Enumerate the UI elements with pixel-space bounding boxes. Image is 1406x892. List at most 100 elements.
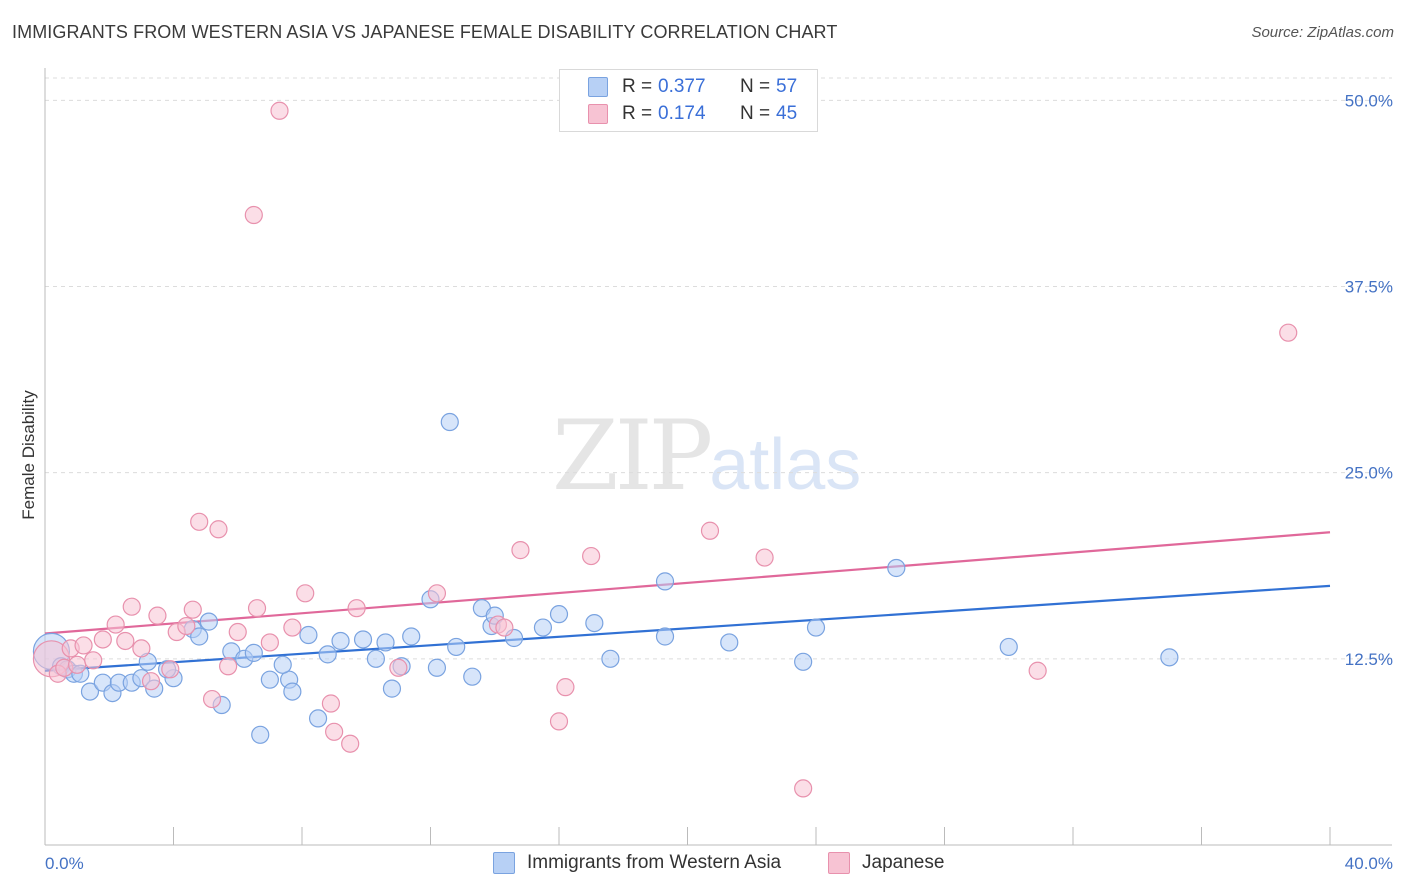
point-japanese [244, 205, 263, 225]
point-japanese [511, 541, 530, 560]
point-western-asia [806, 618, 826, 637]
point-japanese [495, 618, 514, 637]
point-western-asia [260, 670, 279, 689]
y-tick-label: 50.0% [1345, 91, 1393, 110]
point-japanese [209, 520, 228, 539]
point-western-asia [190, 627, 209, 646]
point-japanese [325, 722, 344, 741]
point-japanese [84, 651, 103, 670]
legend-n-value: 57 [776, 76, 798, 97]
bottom-legend-label: Immigrants from Western Asia [527, 852, 782, 873]
legend-r-value: 0.377 [658, 76, 706, 97]
point-japanese [270, 101, 289, 120]
point-western-asia [549, 605, 569, 624]
point-japanese [116, 631, 135, 651]
legend-r-value: 0.174 [658, 103, 706, 124]
x-tick-label: 40.0% [1345, 854, 1393, 873]
y-axis-title: Female Disability [19, 390, 38, 520]
point-western-asia [601, 649, 620, 668]
point-western-asia [376, 633, 395, 652]
point-western-asia [382, 679, 402, 698]
point-western-asia [1160, 648, 1179, 667]
point-western-asia [585, 613, 604, 633]
tick-labels: 12.5% 25.0% 37.5% 50.0% 0.0% 40.0% [45, 91, 1393, 873]
point-japanese [161, 660, 180, 679]
stats-legend: R = 0.377 N = 57 R = 0.174 N = 45 [559, 69, 818, 132]
point-japanese [347, 599, 366, 618]
legend-swatch-blue [588, 77, 608, 97]
legend-r-label: R = [622, 76, 653, 97]
point-western-asia [402, 627, 421, 646]
point-japanese [93, 630, 112, 649]
watermark-atlas: atlas [709, 425, 862, 505]
point-western-asia [80, 682, 100, 701]
trend-line-japanese [44, 531, 1331, 635]
point-western-asia [366, 649, 385, 668]
point-western-asia [273, 655, 292, 674]
point-western-asia [655, 572, 675, 591]
point-japanese [283, 618, 302, 637]
point-japanese [582, 546, 601, 566]
point-japanese [74, 636, 93, 655]
y-tick-label: 12.5% [1345, 650, 1393, 669]
point-japanese [132, 639, 151, 658]
point-western-asia [251, 725, 270, 744]
point-japanese [321, 694, 341, 713]
chart-title: IMMIGRANTS FROM WESTERN ASIA VS JAPANESE… [12, 22, 838, 42]
point-japanese [549, 712, 569, 731]
point-western-asia [720, 633, 739, 652]
point-japanese [1028, 661, 1047, 680]
point-japanese [202, 689, 222, 709]
bottom-legend-western-asia: Immigrants from Western Asia [493, 852, 781, 874]
legend-swatch-pink [588, 104, 608, 124]
point-western-asia [794, 652, 813, 671]
point-japanese [755, 548, 774, 567]
y-tick-label: 25.0% [1345, 464, 1393, 483]
legend-n-value: 45 [776, 103, 798, 124]
point-japanese [247, 599, 267, 618]
point-western-asia [353, 630, 373, 649]
point-japanese [228, 622, 247, 642]
point-japanese [700, 521, 720, 540]
point-japanese [219, 657, 238, 676]
point-japanese [122, 597, 141, 616]
point-japanese [260, 633, 279, 652]
point-western-asia [318, 645, 337, 664]
legend-n-label: N = [740, 76, 771, 97]
point-japanese [190, 512, 209, 531]
point-japanese [106, 615, 125, 634]
point-japanese [183, 600, 202, 619]
x-tick-label: 0.0% [45, 854, 84, 873]
point-western-asia [331, 631, 350, 651]
point-western-asia [655, 627, 675, 646]
point-western-asia [533, 618, 553, 637]
point-japanese [296, 584, 315, 603]
legend-row-japanese: R = 0.174 N = 45 [588, 102, 797, 126]
point-western-asia [463, 667, 482, 686]
source-label: Source: ZipAtlas.com [1251, 24, 1394, 41]
point-western-asia [427, 658, 447, 677]
point-western-asia [283, 682, 302, 701]
point-western-asia [999, 637, 1018, 657]
point-japanese [556, 678, 575, 697]
point-japanese [1279, 323, 1298, 342]
point-japanese [427, 584, 447, 603]
y-tick-label: 37.5% [1345, 278, 1393, 297]
point-japanese [389, 658, 408, 677]
bottom-legend-label: Japanese [862, 852, 945, 873]
point-japanese [68, 655, 87, 674]
point-japanese [177, 616, 196, 636]
watermark-zip: ZIP [552, 400, 713, 512]
legend-n-label: N = [740, 103, 771, 124]
point-western-asia [299, 625, 318, 645]
point-japanese [794, 779, 813, 798]
point-japanese [341, 734, 360, 753]
bottom-legend-japanese: Japanese [828, 852, 944, 874]
point-western-asia [440, 412, 459, 432]
grid [45, 77, 1392, 660]
point-western-asia [199, 612, 218, 631]
point-western-asia [244, 643, 263, 662]
point-western-asia [308, 709, 328, 728]
bottom-legend-swatch-pink [828, 852, 850, 874]
